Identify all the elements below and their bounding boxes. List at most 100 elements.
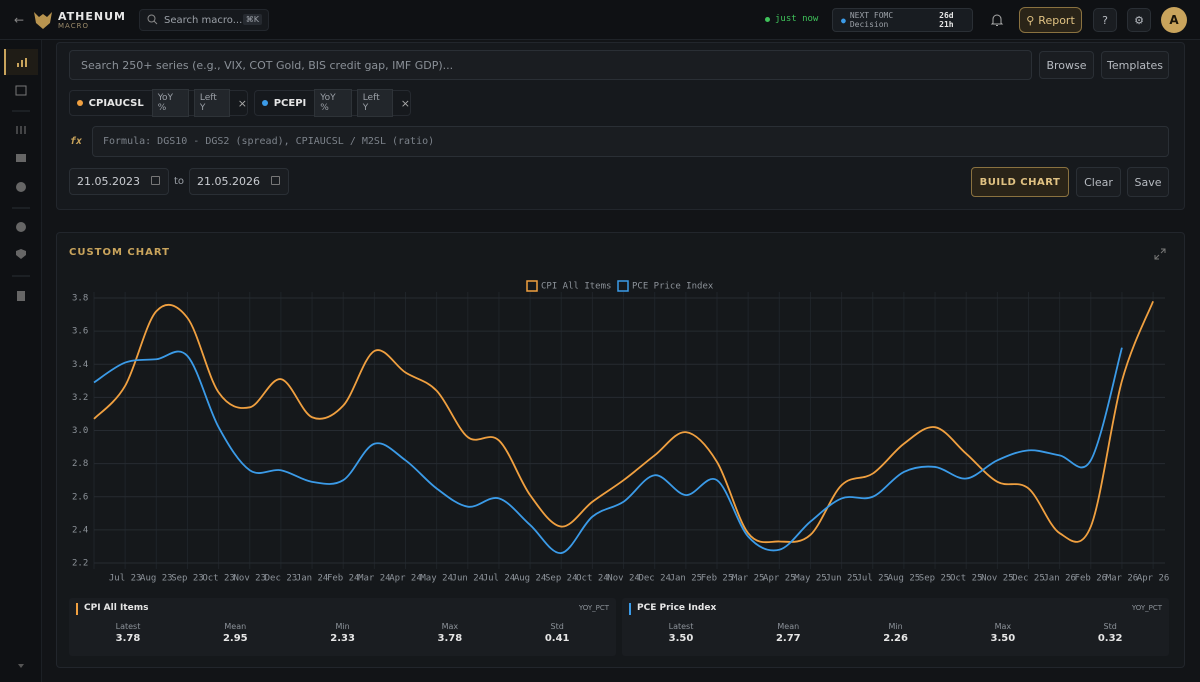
metric-value: 2.95 bbox=[222, 633, 248, 644]
legend-label: PCE Price Index bbox=[632, 282, 714, 292]
fomc-label: NEXT FOMC Decision bbox=[849, 11, 894, 29]
fx-label: fx bbox=[70, 136, 83, 147]
x-tick-label: Jan 24 bbox=[296, 574, 329, 584]
stat-color-bar bbox=[629, 603, 631, 615]
metric-value: 3.78 bbox=[115, 633, 141, 644]
x-tick-label: Oct 23 bbox=[202, 574, 235, 584]
x-tick-label: Mar 25 bbox=[732, 574, 765, 584]
stat-name: PCE Price Index bbox=[637, 603, 717, 613]
sidebar bbox=[0, 40, 42, 682]
chip-remove[interactable]: × bbox=[400, 96, 410, 110]
series-search-placeholder: Search 250+ series (e.g., VIX, COT Gold,… bbox=[81, 58, 454, 72]
browse-label: Browse bbox=[1046, 58, 1087, 72]
y-tick-label: 3.0 bbox=[72, 426, 88, 436]
brand: ATHENUM bbox=[58, 10, 126, 23]
stat-card: CPI All Items YOY_PCT Latest 3.78 Mean 2.95 Mi… bbox=[69, 598, 616, 656]
x-tick-label: Dec 24 bbox=[638, 574, 671, 584]
chip-transform[interactable]: YoY % bbox=[314, 89, 352, 117]
y-tick-label: 2.6 bbox=[72, 492, 88, 502]
formula-placeholder: Formula: DGS10 - DGS2 (spread), CPIAUCSL… bbox=[103, 136, 435, 147]
series-line bbox=[93, 347, 1123, 554]
x-tick-label: Apr 25 bbox=[763, 574, 796, 584]
series-chip: CPIAUCSL YoY % Left Y × bbox=[69, 89, 248, 117]
series-line bbox=[93, 300, 1154, 544]
y-tick-label: 3.8 bbox=[72, 294, 88, 304]
templates-button[interactable]: Templates bbox=[1101, 51, 1169, 79]
search-placeholder: Search macro... bbox=[164, 14, 243, 26]
x-tick-label: Oct 25 bbox=[950, 574, 983, 584]
settings-button[interactable]: ⚙ bbox=[1127, 8, 1151, 32]
chip-remove[interactable]: × bbox=[237, 96, 247, 110]
report-label: Report bbox=[1038, 13, 1075, 27]
shortcut: ⌘K bbox=[242, 14, 262, 25]
avatar[interactable]: A bbox=[1161, 7, 1187, 33]
chart-title: CUSTOM CHART bbox=[69, 247, 170, 258]
x-tick-label: Aug 24 bbox=[514, 574, 547, 584]
formula-input[interactable]: Formula: DGS10 - DGS2 (spread), CPIAUCSL… bbox=[92, 126, 1169, 157]
metric-value: 2.26 bbox=[883, 633, 908, 644]
clear-button[interactable]: Clear bbox=[1076, 167, 1121, 197]
y-tick-label: 2.8 bbox=[72, 459, 88, 469]
y-tick-label: 3.4 bbox=[72, 360, 88, 370]
metric-value: 0.32 bbox=[1097, 633, 1123, 644]
x-tick-label: Oct 24 bbox=[576, 574, 609, 584]
x-tick-label: Dec 23 bbox=[265, 574, 298, 584]
expand-icon[interactable] bbox=[1154, 248, 1166, 260]
chip-transform[interactable]: YoY % bbox=[151, 89, 189, 117]
save-button[interactable]: Save bbox=[1127, 167, 1169, 197]
browse-button[interactable]: Browse bbox=[1039, 51, 1094, 79]
back-button[interactable]: ← bbox=[14, 13, 25, 27]
x-tick-label: May 25 bbox=[794, 574, 827, 584]
bell-icon[interactable] bbox=[989, 12, 1005, 28]
chip-dot bbox=[262, 100, 268, 106]
legend-swatch bbox=[526, 280, 538, 292]
x-tick-label: Apr 26 bbox=[1137, 574, 1170, 584]
x-tick-label: Feb 26 bbox=[1075, 574, 1108, 584]
metric-value: 3.50 bbox=[668, 633, 694, 644]
help-button[interactable]: ? bbox=[1093, 8, 1117, 32]
status: just now bbox=[775, 14, 819, 24]
chip-name: PCEPI bbox=[273, 97, 307, 109]
date-sep: to bbox=[174, 176, 185, 187]
report-button[interactable]: ⚲ Report bbox=[1019, 7, 1082, 33]
nav-charts[interactable] bbox=[4, 49, 38, 75]
stat-color-bar bbox=[76, 603, 78, 615]
x-tick-label: Mar 24 bbox=[358, 574, 391, 584]
global-search[interactable]: Search macro... ⌘K bbox=[139, 9, 269, 31]
metric-value: 2.77 bbox=[775, 633, 801, 644]
metric-label: Std bbox=[550, 622, 564, 631]
build-button[interactable]: BUILD CHART bbox=[971, 167, 1069, 197]
metric-label: Latest bbox=[115, 622, 141, 631]
fomc-countdown: 26d 21h bbox=[939, 11, 954, 29]
chip-name: CPIAUCSL bbox=[88, 97, 144, 109]
chip-axis[interactable]: Left Y bbox=[356, 89, 393, 117]
nav-icons bbox=[12, 85, 30, 668]
chip-axis[interactable]: Left Y bbox=[193, 89, 230, 117]
metric-label: Min bbox=[888, 622, 903, 631]
top-bar: ← ATHENUM MACRO Search macro... ⌘K just … bbox=[0, 0, 1200, 40]
x-tick-label: Aug 23 bbox=[140, 574, 173, 584]
legend-label: CPI All Items bbox=[541, 282, 611, 292]
build-label: BUILD CHART bbox=[979, 176, 1061, 188]
y-tick-label: 3.2 bbox=[72, 393, 88, 403]
y-tick-label: 3.6 bbox=[72, 327, 88, 337]
date-to[interactable]: 21.05.2026 bbox=[189, 168, 289, 195]
series-search[interactable]: Search 250+ series (e.g., VIX, COT Gold,… bbox=[69, 50, 1032, 80]
x-tick-label: Sep 25 bbox=[919, 574, 952, 584]
y-tick-label: 2.4 bbox=[72, 525, 88, 535]
metric-label: Mean bbox=[224, 622, 247, 631]
x-tick-label: Feb 25 bbox=[701, 574, 734, 584]
stat-card: PCE Price Index YOY_PCT Latest 3.50 Mean 2.77… bbox=[622, 598, 1169, 656]
chip-dot bbox=[77, 100, 83, 106]
x-tick-label: Jul 23 bbox=[109, 574, 142, 584]
metric-label: Max bbox=[441, 622, 459, 631]
x-tick-label: Jul 25 bbox=[856, 574, 889, 584]
stat-unit: YOY_PCT bbox=[578, 604, 609, 612]
chart-card bbox=[56, 232, 1185, 668]
x-tick-label: Sep 23 bbox=[171, 574, 204, 584]
date-from[interactable]: 21.05.2023 bbox=[69, 168, 169, 195]
x-tick-label: Jun 25 bbox=[825, 574, 858, 584]
metric-value: 2.33 bbox=[330, 633, 355, 644]
